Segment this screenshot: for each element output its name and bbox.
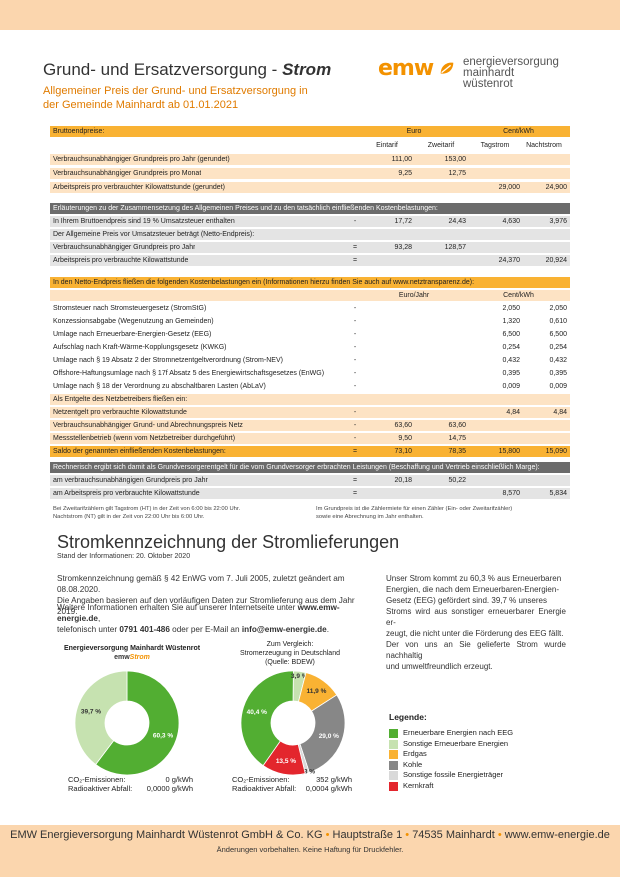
donut-label: 39,7 % <box>81 708 101 715</box>
leaf-icon <box>440 62 454 74</box>
table-header-row: In den Netto-Endpreis fließen die folgen… <box>50 277 570 288</box>
table-header-row: Erläuterungen zu der Zusammensetzung des… <box>50 203 570 214</box>
donut-label: 40,4 % <box>247 709 267 716</box>
footer-website-link[interactable]: www.emw-energie.de <box>504 829 610 841</box>
legend-item: Sonstige Erneuerbare Energien <box>389 739 513 750</box>
chart1-stats: CO₂-Emissionen: 0 g/kWh Radioaktiver Abfa… <box>68 775 193 793</box>
donut-label: 1,3 % <box>298 769 315 776</box>
chart2-donut: 40,4 % 3,9 % 11,9 % 29,0 % 1,3 %13,5 % <box>240 670 346 776</box>
table-row: Umlage nach § 19 Absatz 2 der Stromnetze… <box>53 357 567 364</box>
donut-slice <box>299 694 346 773</box>
table-row: am verbrauchsunabhängigen Grundpreis pro… <box>50 475 570 486</box>
donut-label: 60,3 % <box>153 733 173 740</box>
legend-swatch <box>389 739 398 749</box>
donut-slice <box>74 670 128 766</box>
footer-disclaimer: Änderungen vorbehalten. Keine Haftung fü… <box>216 845 404 854</box>
info-paragraph: Unser Strom kommt zu 60,3 % aus Erneuerb… <box>386 574 566 671</box>
table-row: am Arbeitspreis pro verbrauchte Kilowatt… <box>50 488 570 499</box>
email-link[interactable]: info@emw-energie.de <box>241 625 327 634</box>
chart-legend: Legende: Erneuerbare Energien nach EEG So… <box>389 712 514 792</box>
legend-label: Sonstige Erneuerbare Energien <box>403 738 509 748</box>
legend-item: Sonstige fossile Energieträger <box>389 770 513 781</box>
page-subtitle: Allgemeiner Preis der Grund- und Ersatzv… <box>43 85 308 111</box>
table-row: Verbrauchsunabhängiger Grundpreis pro Mo… <box>50 168 570 179</box>
contact-text: Weitere Informationen erhalten Sie auf u… <box>57 603 340 634</box>
table-row: Verbrauchsunabhängiger Grund- und Abrech… <box>50 420 570 431</box>
donut-label: 29,0 % <box>319 733 339 740</box>
footer-band <box>0 825 620 877</box>
footnote-left: Bei Zweitarifzählern gilt Tagstrom (HT) … <box>53 506 241 520</box>
donut-slice <box>262 740 306 776</box>
table-row: Arbeitspreis pro verbrauchte Kilowattstu… <box>50 255 570 266</box>
legend-item: Kohle <box>389 760 513 771</box>
section-title: Stromkennzeichnung der Stromlieferungen <box>57 532 400 552</box>
top-band <box>0 0 620 30</box>
legend-label: Sonstige fossile Energieträger <box>403 770 504 779</box>
logo-text: energieversorgung mainhardt wüstenrot <box>463 56 559 90</box>
table-header-row: Bruttoendpreise: Euro Cent/kWh <box>50 126 570 137</box>
chart1-title: Energieversorgung Mainhardt Wüstenrot em… <box>63 645 201 661</box>
legend-label: Erdgas <box>403 749 427 758</box>
legend-label: Kohle <box>403 759 423 769</box>
footnote-right: Im Grundpreis ist die Zählermiete für ei… <box>316 506 513 520</box>
legend-label: Erneuerbare Energien nach EEG <box>403 728 514 737</box>
table-header-row: Rechnerisch ergibt sich damit als Grundv… <box>50 462 570 473</box>
table-row: Verbrauchsunabhängiger Grundpreis pro Ja… <box>50 242 570 253</box>
table-row: Umlage nach Erneuerbare-Energien-Gesetz … <box>53 331 567 338</box>
saldo-row: Saldo der genannten einfließenden Kosten… <box>50 446 570 457</box>
legend-swatch <box>389 760 398 770</box>
section-stand: Stand der Informationen: 20. Oktober 202… <box>57 553 191 560</box>
table-row: Aufschlag nach Kraft-Wärme-Kopplungsgese… <box>53 344 567 351</box>
footer-address: EMW Energieversorgung Mainhardt Wüstenro… <box>10 829 610 841</box>
website-link[interactable]: www.emw-energie.de <box>57 603 340 623</box>
table-row: Netzentgelt pro verbrauchte Kilowattstun… <box>50 407 570 418</box>
legend-item: Kernkraft <box>389 781 513 792</box>
chart2-stats: CO₂-Emissionen: 352 g/kWh Radioaktiver Ab… <box>232 775 352 793</box>
table-row: Offshore-Haftungsumlage nach § 17f Absat… <box>53 370 567 377</box>
donut-label: 3,9 % <box>291 673 308 680</box>
table-row: Verbrauchsunabhängiger Grundpreis pro Ja… <box>50 154 570 165</box>
legend-item: Erneuerbare Energien nach EEG <box>389 728 513 739</box>
donut-slice <box>95 670 180 776</box>
chart2-title: Zum Vergleich: Stromerzeugung in Deutsch… <box>239 641 340 666</box>
legend-swatch <box>389 729 398 738</box>
table-subheader-row: Eintarif Zweitarif Tagstrom Nachtstrom <box>376 142 562 149</box>
chart1-donut: 60,3 % 39,7 % <box>74 670 180 776</box>
table-row: Konzessionsabgabe (Wegenutzung an Gemein… <box>53 318 567 325</box>
donut-slice <box>240 670 294 767</box>
legend-label: Kernkraft <box>403 780 434 790</box>
table-row: In Ihrem Bruttoendpreis sind 19 % Umsatz… <box>50 216 570 227</box>
legend-item: Erdgas <box>389 749 513 760</box>
legend-swatch <box>389 750 398 759</box>
table-row: Messstellenbetrieb (wenn vom Netzbetreib… <box>50 433 570 444</box>
table-row: Arbeitspreis pro verbrauchter Kilowattst… <box>50 182 570 193</box>
table-row: Als Entgelte des Netzbetreibers fließen … <box>50 394 570 405</box>
table-row: Umlage nach § 18 der Verordnung zu absch… <box>53 383 567 390</box>
table-row: Der Allgemeine Preis vor Umsatzsteuer be… <box>50 229 570 240</box>
donut-label: 13,5 % <box>276 758 296 765</box>
table-subheader-row: Euro/Jahr Cent/kWh <box>50 290 570 301</box>
legend-swatch <box>389 781 398 791</box>
header <box>0 30 620 125</box>
table-row: Stromsteuer nach Stromsteuergesetz (Stro… <box>53 305 567 312</box>
page-title: Grund- und Ersatzversorgung - Strom <box>43 60 332 79</box>
phone-number: 0791 401-486 <box>119 625 170 634</box>
legend-swatch <box>389 771 398 780</box>
intro-text: Stromkennzeichnung gemäß § 42 EnWG vom 7… <box>57 574 355 616</box>
emw-logo: emw <box>378 56 434 81</box>
donut-label: 11,9 % <box>307 688 327 695</box>
